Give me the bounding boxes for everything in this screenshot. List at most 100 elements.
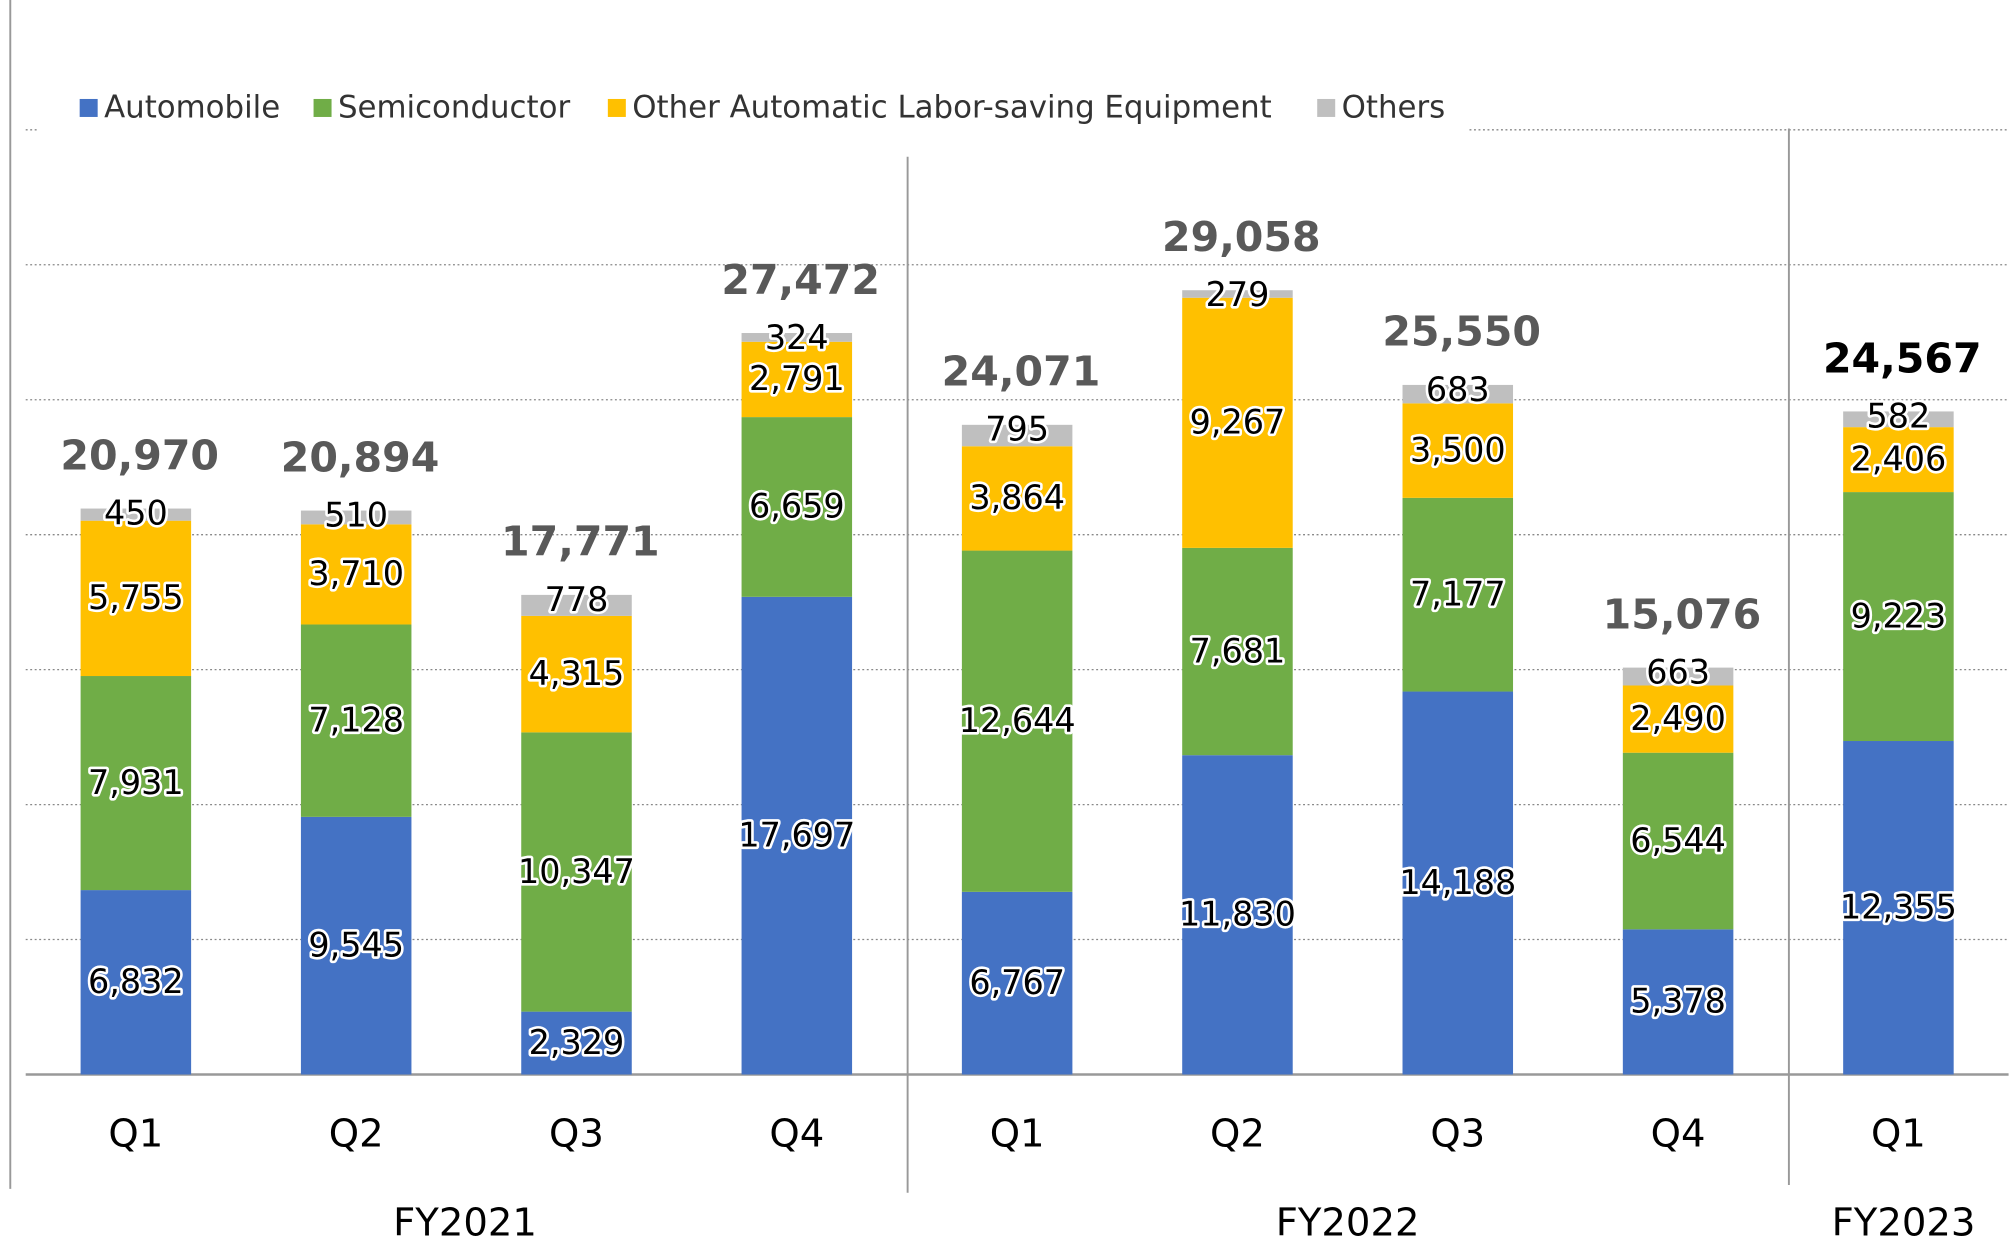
total-label: 24,567	[1823, 334, 1982, 382]
legend-label: Semiconductor	[338, 90, 570, 126]
bar-segment	[1622, 929, 1734, 1075]
data-label: 5,378	[1630, 982, 1726, 1021]
data-label: 3,864	[969, 478, 1065, 517]
data-label: 17,697	[738, 815, 855, 854]
data-label: 14,188	[1399, 863, 1516, 902]
bar-segment	[521, 594, 632, 616]
data-label: 7,681	[1190, 631, 1286, 670]
x-tick-label: Q2	[329, 1112, 384, 1157]
legend-label: Others	[1342, 90, 1446, 126]
data-label: 795	[985, 410, 1049, 449]
total-label: 29,058	[1162, 213, 1321, 261]
data-label: 10,347	[518, 852, 635, 891]
legend-swatch	[313, 98, 332, 117]
bar-segment	[80, 520, 192, 677]
data-label: 11,830	[1179, 895, 1296, 934]
data-label: 9,545	[308, 925, 404, 964]
bar-segment	[1622, 685, 1734, 753]
total-label: 27,472	[721, 256, 880, 304]
bar-segment	[521, 732, 632, 1012]
bar-segment	[80, 890, 192, 1075]
total-label: 20,970	[60, 431, 219, 479]
data-label: 778	[545, 580, 609, 619]
legend-label: Other Automatic Labor-saving Equipment	[632, 90, 1272, 126]
bar-segment	[741, 596, 853, 1075]
bar-segment	[1402, 691, 1514, 1075]
bar-segment	[300, 816, 412, 1075]
bar-segment	[961, 891, 1073, 1075]
data-label: 7,931	[88, 763, 184, 802]
data-label: 3,500	[1410, 430, 1506, 469]
group-label: FY2022	[1276, 1200, 1420, 1245]
data-label: 2,490	[1630, 699, 1726, 738]
data-label: 4,315	[529, 654, 625, 693]
bar-segment	[300, 510, 412, 525]
data-label: 2,329	[529, 1023, 625, 1062]
legend-swatch	[79, 98, 98, 117]
data-label: 12,355	[1840, 888, 1957, 927]
data-label: 510	[324, 495, 388, 534]
bar-segment	[300, 624, 412, 817]
bar-segment	[1182, 297, 1293, 548]
bar-segment	[1402, 403, 1514, 498]
bar-segment	[300, 524, 412, 625]
data-label: 6,832	[88, 962, 184, 1001]
total-label: 24,071	[942, 348, 1101, 396]
bar-segment	[1843, 741, 1954, 1075]
total-label: 25,550	[1382, 308, 1541, 356]
bar-segment	[1843, 411, 1954, 428]
bar-segment	[1402, 497, 1514, 692]
bar-segment	[1843, 427, 1954, 493]
x-tick-label: Q1	[108, 1112, 163, 1157]
bar-segment	[741, 333, 853, 342]
total-label: 17,771	[501, 518, 660, 566]
bar-segment	[521, 615, 632, 733]
data-label: 324	[765, 318, 829, 357]
group-label: FY2021	[393, 1200, 537, 1245]
x-tick-label: Q4	[1651, 1112, 1706, 1157]
legend-label: Automobile	[104, 90, 280, 126]
data-label: 6,767	[969, 963, 1065, 1002]
total-label: 20,894	[281, 433, 440, 481]
data-label: 5,755	[88, 578, 184, 617]
data-label: 9,267	[1190, 403, 1286, 442]
data-label: 12,644	[959, 701, 1076, 740]
data-label: 450	[104, 493, 168, 532]
data-label: 6,544	[1630, 821, 1726, 860]
bar-segment	[1182, 290, 1293, 298]
bar-segment	[1182, 547, 1293, 756]
legend-swatch	[607, 98, 626, 117]
bar-segment	[961, 446, 1073, 551]
data-label: 6,659	[749, 487, 845, 526]
x-tick-label: Q2	[1210, 1112, 1265, 1157]
bar-segment	[741, 417, 853, 597]
x-tick-label: Q4	[769, 1112, 824, 1157]
legend-swatch	[1317, 98, 1336, 117]
data-label: 279	[1206, 275, 1270, 314]
total-label: 15,076	[1603, 590, 1762, 638]
data-label: 2,791	[749, 359, 845, 398]
bar-segment	[521, 1011, 632, 1075]
bar-segment	[1182, 755, 1293, 1075]
data-label: 683	[1426, 370, 1490, 409]
group-label: FY2023	[1832, 1200, 1976, 1245]
legend-background	[38, 82, 1468, 134]
x-tick-label: Q1	[990, 1112, 1045, 1157]
bar-segment	[961, 424, 1073, 447]
bar-segment	[961, 550, 1073, 892]
data-label: 3,710	[308, 554, 404, 593]
bar-segment	[1622, 667, 1734, 686]
bar-segment	[1402, 384, 1514, 404]
bar-segment	[1843, 492, 1954, 742]
x-tick-label: Q1	[1871, 1112, 1926, 1157]
x-tick-label: Q3	[549, 1112, 604, 1157]
data-label: 582	[1867, 396, 1931, 435]
data-label: 2,406	[1851, 439, 1947, 478]
bar-segment	[80, 508, 192, 521]
data-label: 663	[1646, 653, 1710, 692]
bar-segment	[1622, 752, 1734, 930]
bar-segment	[741, 341, 853, 418]
data-label: 9,223	[1851, 596, 1947, 635]
data-label: 7,177	[1410, 574, 1506, 613]
